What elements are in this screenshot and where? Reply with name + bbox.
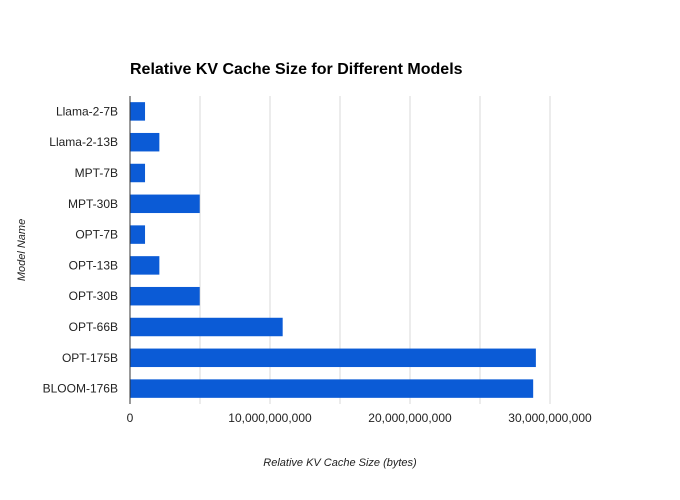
chart-title: Relative KV Cache Size for Different Mod… <box>130 61 463 78</box>
bar-mpt-7b <box>130 163 146 183</box>
x-tick-label: 10,000,000,000 <box>228 411 312 425</box>
category-label: Llama-2-7B <box>56 104 118 118</box>
bar-opt-66b <box>130 317 283 337</box>
category-labels: Llama-2-7B Llama-2-13B MPT-7B MPT-30B OPT-7B… <box>43 104 118 395</box>
x-axis-title: Relative KV Cache Size (bytes) <box>263 457 417 469</box>
y-axis-title: Model Name <box>16 219 28 281</box>
category-label: OPT-30B <box>69 289 118 303</box>
x-tick-label: 20,000,000,000 <box>368 411 452 425</box>
category-label: OPT-175B <box>62 351 118 365</box>
bar-llama-2-7b <box>130 102 146 121</box>
bar-opt-7b <box>130 225 146 244</box>
category-label: BLOOM-176B <box>43 382 118 396</box>
bar-bloom-176b <box>130 379 534 398</box>
category-label: Llama-2-13B <box>49 135 118 149</box>
category-label: MPT-30B <box>68 197 118 211</box>
category-label: MPT-7B <box>75 166 118 180</box>
x-tick-labels: 0 10,000,000,000 20,000,000,000 30,000,000,… <box>127 411 592 425</box>
x-tick-label: 0 <box>127 411 134 425</box>
bar-opt-13b <box>130 256 160 275</box>
category-label: OPT-66B <box>69 320 118 334</box>
bar-opt-30b <box>130 286 200 306</box>
x-tick-label: 30,000,000,000 <box>508 411 592 425</box>
bar-llama-2-13b <box>130 132 160 152</box>
category-label: OPT-7B <box>75 228 118 242</box>
bar-opt-175b <box>130 348 536 368</box>
bars <box>130 102 536 398</box>
bar-mpt-30b <box>130 194 200 214</box>
category-label: OPT-13B <box>69 258 118 272</box>
